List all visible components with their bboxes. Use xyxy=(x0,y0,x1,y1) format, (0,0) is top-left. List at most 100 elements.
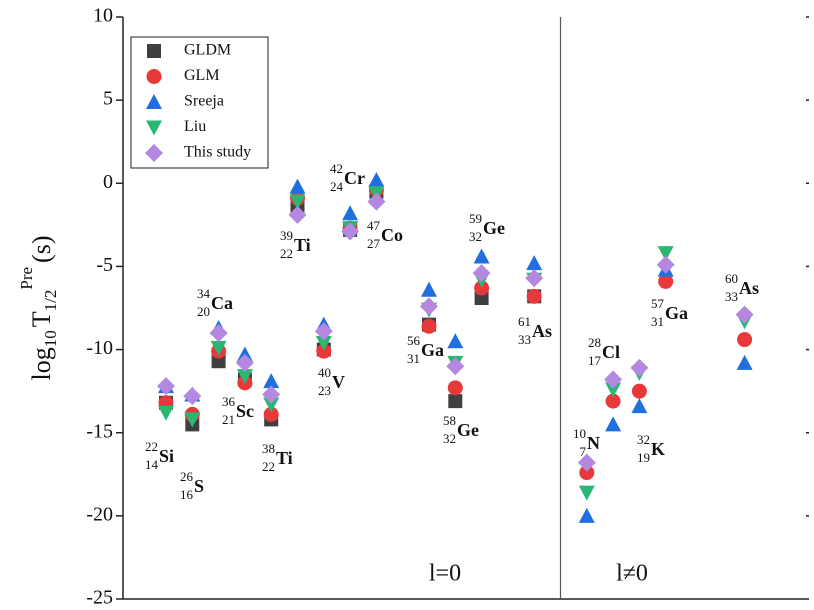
marker xyxy=(577,453,596,472)
marker xyxy=(605,393,621,409)
mass-number: 58 xyxy=(443,413,456,428)
marker xyxy=(474,280,490,296)
y-tick-label: 10 xyxy=(93,5,113,27)
y-label-part: Pre xyxy=(17,267,36,290)
atomic-number: 32 xyxy=(469,229,482,244)
mass-number: 61 xyxy=(518,314,531,329)
element-symbol: Ca xyxy=(211,293,233,313)
legend-label: GLM xyxy=(184,67,220,84)
marker xyxy=(472,264,491,283)
marker xyxy=(367,192,386,211)
mass-number: 36 xyxy=(222,394,236,409)
mass-number: 10 xyxy=(573,426,586,441)
marker xyxy=(421,318,437,334)
element-symbol: K xyxy=(651,439,665,459)
marker xyxy=(447,380,463,396)
marker xyxy=(315,335,332,351)
mass-number: 42 xyxy=(330,161,343,176)
marker xyxy=(735,305,754,324)
mass-number: 38 xyxy=(262,441,275,456)
mass-number: 47 xyxy=(367,218,381,233)
marker xyxy=(158,405,174,421)
y-tick-label: -20 xyxy=(86,503,113,525)
mass-number: 26 xyxy=(180,469,194,484)
atomic-number: 22 xyxy=(280,246,293,261)
marker xyxy=(263,397,280,413)
marker xyxy=(342,205,359,221)
element-symbol: Ti xyxy=(276,448,293,468)
y-label-part: log xyxy=(27,347,56,380)
mass-number: 57 xyxy=(651,296,665,311)
marker xyxy=(526,288,542,304)
marker xyxy=(368,171,385,187)
element-symbol: As xyxy=(532,321,552,341)
marker xyxy=(658,273,674,289)
marker xyxy=(448,394,463,409)
marker xyxy=(289,194,306,210)
marker xyxy=(631,383,647,399)
marker xyxy=(605,382,622,398)
element-symbol: N xyxy=(587,433,600,453)
atomic-number: 7 xyxy=(580,444,587,459)
marker xyxy=(737,332,753,348)
legend-marker xyxy=(146,94,162,109)
mass-number: 39 xyxy=(280,228,293,243)
marker xyxy=(526,255,543,271)
marker xyxy=(447,333,464,349)
legend-marker xyxy=(146,69,162,84)
marker xyxy=(579,465,595,481)
annotation: l≠0 xyxy=(616,561,648,587)
atomic-number: 24 xyxy=(330,179,344,194)
marker xyxy=(446,357,465,376)
atomic-number: 19 xyxy=(637,450,650,465)
marker xyxy=(288,205,307,224)
legend-marker xyxy=(145,144,163,162)
marker xyxy=(341,222,360,241)
y-label-part: 10 xyxy=(41,330,60,347)
marker xyxy=(578,507,595,523)
atomic-number: 33 xyxy=(518,332,531,347)
marker xyxy=(656,255,675,274)
marker xyxy=(605,416,622,432)
legend-marker xyxy=(146,120,162,136)
atomic-number: 21 xyxy=(222,412,235,427)
atomic-number: 22 xyxy=(262,459,275,474)
marker xyxy=(210,340,227,356)
atomic-number: 33 xyxy=(725,289,738,304)
marker xyxy=(236,369,253,385)
y-tick-label: -5 xyxy=(96,254,113,276)
mass-number: 22 xyxy=(145,439,158,454)
marker xyxy=(289,178,306,194)
element-symbol: Ge xyxy=(483,218,505,238)
marker xyxy=(314,322,333,341)
marker xyxy=(736,354,753,370)
marker xyxy=(262,385,281,404)
y-tick-label: 0 xyxy=(103,171,113,193)
element-symbol: Ti xyxy=(294,235,311,255)
marker xyxy=(525,269,544,288)
atomic-number: 17 xyxy=(588,353,602,368)
element-symbol: Ge xyxy=(457,420,479,440)
atomic-number: 14 xyxy=(145,457,159,472)
y-label-part: T xyxy=(27,311,56,327)
element-symbol: Sc xyxy=(236,401,254,421)
mass-number: 32 xyxy=(637,432,650,447)
marker xyxy=(263,373,280,389)
marker xyxy=(184,412,201,428)
marker xyxy=(473,248,490,264)
marker xyxy=(157,377,175,396)
element-symbol: V xyxy=(332,372,345,392)
atomic-number: 31 xyxy=(651,314,664,329)
y-tick-label: -10 xyxy=(86,337,113,359)
y-axis-label: log10 T1/2 Pre (s) xyxy=(17,236,60,381)
marker xyxy=(209,323,228,342)
marker xyxy=(421,281,437,297)
legend-label: Sreeja xyxy=(184,93,224,110)
mass-number: 60 xyxy=(725,271,738,286)
annotation: l=0 xyxy=(429,561,461,587)
marker xyxy=(630,358,649,377)
element-symbol: Cr xyxy=(344,168,365,188)
y-label-part: 1/2 xyxy=(41,290,60,312)
element-symbol: Ga xyxy=(421,340,444,360)
